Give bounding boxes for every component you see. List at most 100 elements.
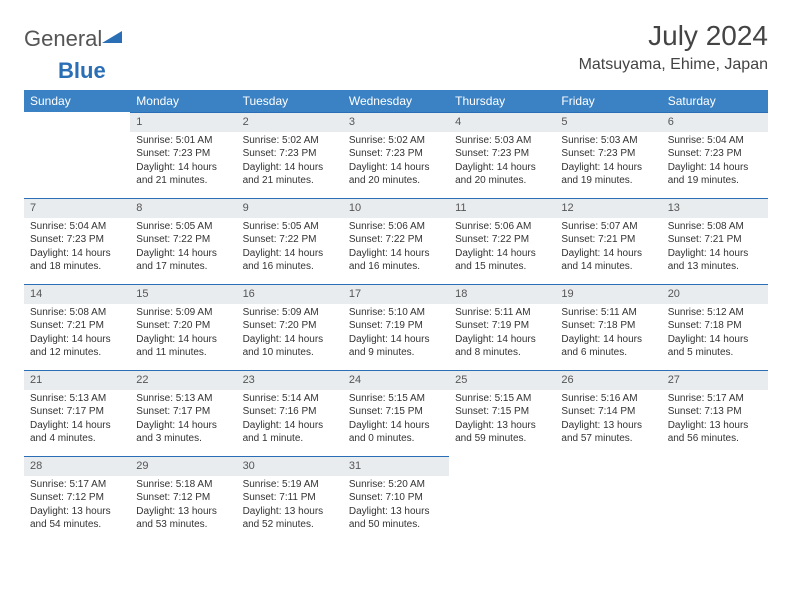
day-body: Sunrise: 5:20 AMSunset: 7:10 PMDaylight:… <box>343 476 449 536</box>
sunset-line: Sunset: 7:19 PM <box>349 319 443 333</box>
daylight-line: Daylight: 14 hours <box>349 247 443 261</box>
day-cell: 16Sunrise: 5:09 AMSunset: 7:20 PMDayligh… <box>237 284 343 370</box>
month-title: July 2024 <box>579 20 768 52</box>
day-body: Sunrise: 5:04 AMSunset: 7:23 PMDaylight:… <box>662 132 768 192</box>
day-body: Sunrise: 5:08 AMSunset: 7:21 PMDaylight:… <box>662 218 768 278</box>
daylight-line: and 14 minutes. <box>561 260 655 274</box>
calendar-body: 1Sunrise: 5:01 AMSunset: 7:23 PMDaylight… <box>24 112 768 542</box>
daylight-line: Daylight: 13 hours <box>561 419 655 433</box>
sunset-line: Sunset: 7:23 PM <box>668 147 762 161</box>
day-body: Sunrise: 5:16 AMSunset: 7:14 PMDaylight:… <box>555 390 661 450</box>
sunrise-line: Sunrise: 5:11 AM <box>455 306 549 320</box>
daylight-line: and 19 minutes. <box>561 174 655 188</box>
daylight-line: Daylight: 14 hours <box>349 419 443 433</box>
sunrise-line: Sunrise: 5:17 AM <box>668 392 762 406</box>
logo-triangle-icon <box>102 29 122 50</box>
daylight-line: Daylight: 14 hours <box>455 333 549 347</box>
day-cell: 29Sunrise: 5:18 AMSunset: 7:12 PMDayligh… <box>130 456 236 542</box>
sunrise-line: Sunrise: 5:13 AM <box>136 392 230 406</box>
day-cell: 27Sunrise: 5:17 AMSunset: 7:13 PMDayligh… <box>662 370 768 456</box>
day-body <box>555 476 661 482</box>
day-cell: 24Sunrise: 5:15 AMSunset: 7:15 PMDayligh… <box>343 370 449 456</box>
daylight-line: Daylight: 14 hours <box>243 419 337 433</box>
week-row: 7Sunrise: 5:04 AMSunset: 7:23 PMDaylight… <box>24 198 768 284</box>
daylight-line: Daylight: 14 hours <box>136 247 230 261</box>
daylight-line: and 18 minutes. <box>30 260 124 274</box>
day-cell: 22Sunrise: 5:13 AMSunset: 7:17 PMDayligh… <box>130 370 236 456</box>
daylight-line: Daylight: 14 hours <box>349 333 443 347</box>
logo-line2: Blue <box>24 58 768 84</box>
dayname-saturday: Saturday <box>662 90 768 112</box>
day-number: 11 <box>449 198 555 218</box>
daylight-line: Daylight: 14 hours <box>668 161 762 175</box>
day-cell: 3Sunrise: 5:02 AMSunset: 7:23 PMDaylight… <box>343 112 449 198</box>
daylight-line: Daylight: 14 hours <box>243 161 337 175</box>
sunrise-line: Sunrise: 5:01 AM <box>136 134 230 148</box>
empty-cell <box>555 456 661 542</box>
day-body: Sunrise: 5:02 AMSunset: 7:23 PMDaylight:… <box>343 132 449 192</box>
sunset-line: Sunset: 7:18 PM <box>668 319 762 333</box>
day-body: Sunrise: 5:12 AMSunset: 7:18 PMDaylight:… <box>662 304 768 364</box>
sunrise-line: Sunrise: 5:15 AM <box>349 392 443 406</box>
day-number: 31 <box>343 456 449 476</box>
day-cell: 15Sunrise: 5:09 AMSunset: 7:20 PMDayligh… <box>130 284 236 370</box>
day-cell: 12Sunrise: 5:07 AMSunset: 7:21 PMDayligh… <box>555 198 661 284</box>
sunset-line: Sunset: 7:22 PM <box>349 233 443 247</box>
day-cell: 20Sunrise: 5:12 AMSunset: 7:18 PMDayligh… <box>662 284 768 370</box>
sunset-line: Sunset: 7:11 PM <box>243 491 337 505</box>
day-number: 8 <box>130 198 236 218</box>
sunset-line: Sunset: 7:18 PM <box>561 319 655 333</box>
day-cell: 17Sunrise: 5:10 AMSunset: 7:19 PMDayligh… <box>343 284 449 370</box>
day-cell: 5Sunrise: 5:03 AMSunset: 7:23 PMDaylight… <box>555 112 661 198</box>
daylight-line: Daylight: 14 hours <box>30 247 124 261</box>
dayname-monday: Monday <box>130 90 236 112</box>
dayname-wednesday: Wednesday <box>343 90 449 112</box>
day-cell: 19Sunrise: 5:11 AMSunset: 7:18 PMDayligh… <box>555 284 661 370</box>
sunset-line: Sunset: 7:23 PM <box>136 147 230 161</box>
day-number: 9 <box>237 198 343 218</box>
day-cell: 14Sunrise: 5:08 AMSunset: 7:21 PMDayligh… <box>24 284 130 370</box>
week-row: 28Sunrise: 5:17 AMSunset: 7:12 PMDayligh… <box>24 456 768 542</box>
sunset-line: Sunset: 7:15 PM <box>455 405 549 419</box>
sunrise-line: Sunrise: 5:20 AM <box>349 478 443 492</box>
day-body: Sunrise: 5:01 AMSunset: 7:23 PMDaylight:… <box>130 132 236 192</box>
daylight-line: and 17 minutes. <box>136 260 230 274</box>
sunset-line: Sunset: 7:12 PM <box>30 491 124 505</box>
sunrise-line: Sunrise: 5:02 AM <box>349 134 443 148</box>
day-cell: 9Sunrise: 5:05 AMSunset: 7:22 PMDaylight… <box>237 198 343 284</box>
day-number: 5 <box>555 112 661 132</box>
day-body: Sunrise: 5:19 AMSunset: 7:11 PMDaylight:… <box>237 476 343 536</box>
sunrise-line: Sunrise: 5:13 AM <box>30 392 124 406</box>
daylight-line: and 12 minutes. <box>30 346 124 360</box>
daylight-line: and 21 minutes. <box>243 174 337 188</box>
day-body: Sunrise: 5:10 AMSunset: 7:19 PMDaylight:… <box>343 304 449 364</box>
sunrise-line: Sunrise: 5:03 AM <box>561 134 655 148</box>
daylight-line: Daylight: 14 hours <box>349 161 443 175</box>
daylight-line: and 9 minutes. <box>349 346 443 360</box>
daylight-line: Daylight: 14 hours <box>561 333 655 347</box>
daylight-line: and 57 minutes. <box>561 432 655 446</box>
day-number: 24 <box>343 370 449 390</box>
dayname-sunday: Sunday <box>24 90 130 112</box>
day-number: 30 <box>237 456 343 476</box>
day-body: Sunrise: 5:15 AMSunset: 7:15 PMDaylight:… <box>343 390 449 450</box>
daylight-line: Daylight: 14 hours <box>136 419 230 433</box>
sunrise-line: Sunrise: 5:09 AM <box>136 306 230 320</box>
day-body: Sunrise: 5:17 AMSunset: 7:12 PMDaylight:… <box>24 476 130 536</box>
day-body: Sunrise: 5:04 AMSunset: 7:23 PMDaylight:… <box>24 218 130 278</box>
calendar-header-row: SundayMondayTuesdayWednesdayThursdayFrid… <box>24 90 768 112</box>
day-body <box>662 476 768 482</box>
sunset-line: Sunset: 7:22 PM <box>243 233 337 247</box>
daylight-line: and 20 minutes. <box>455 174 549 188</box>
day-body: Sunrise: 5:03 AMSunset: 7:23 PMDaylight:… <box>449 132 555 192</box>
sunrise-line: Sunrise: 5:16 AM <box>561 392 655 406</box>
dayname-tuesday: Tuesday <box>237 90 343 112</box>
week-row: 14Sunrise: 5:08 AMSunset: 7:21 PMDayligh… <box>24 284 768 370</box>
day-number: 17 <box>343 284 449 304</box>
sunset-line: Sunset: 7:10 PM <box>349 491 443 505</box>
day-cell: 2Sunrise: 5:02 AMSunset: 7:23 PMDaylight… <box>237 112 343 198</box>
daylight-line: and 0 minutes. <box>349 432 443 446</box>
sunset-line: Sunset: 7:23 PM <box>349 147 443 161</box>
daylight-line: Daylight: 13 hours <box>349 505 443 519</box>
daylight-line: Daylight: 14 hours <box>30 333 124 347</box>
